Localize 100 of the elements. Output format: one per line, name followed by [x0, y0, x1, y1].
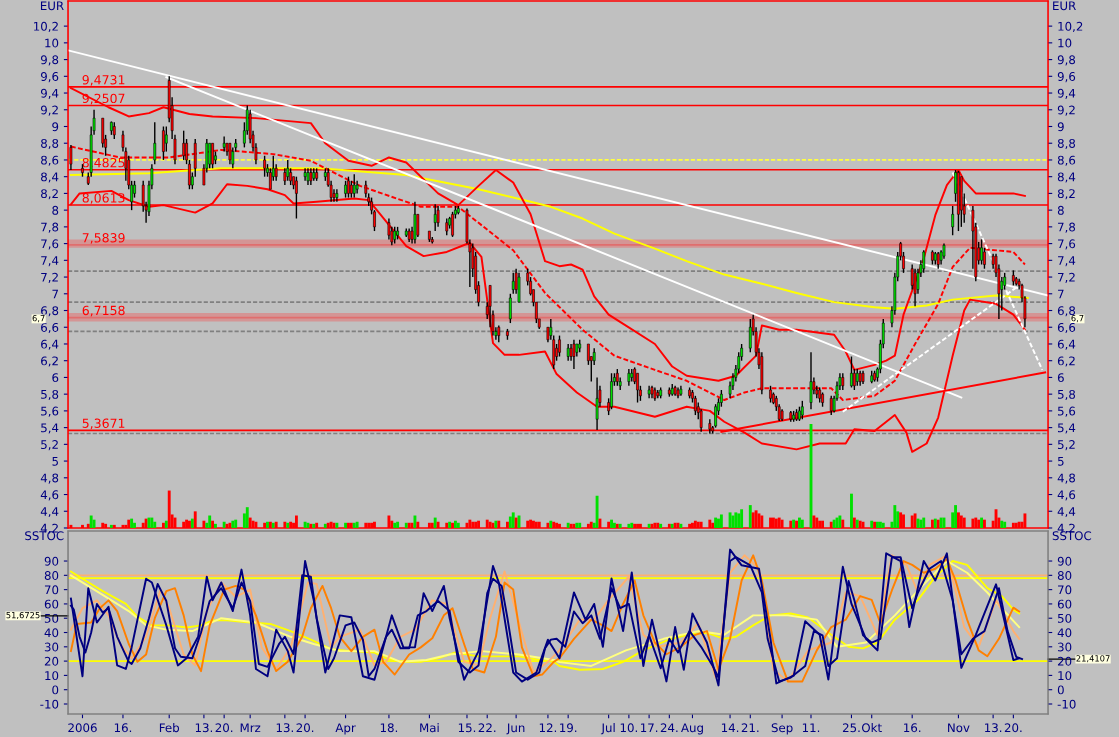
ref-line-label: 5,3671	[82, 418, 125, 430]
y2-tick-label: 10	[1058, 38, 1072, 48]
y-tick-label: 9	[52, 122, 59, 132]
y2-tick-label: 50	[1057, 613, 1072, 623]
y2-tick-label: 9,6	[1057, 72, 1076, 83]
y-tick-label: 30	[44, 642, 59, 652]
x-tick-label: 16.	[904, 723, 921, 733]
x-tick-label: Okt	[861, 723, 882, 733]
y-tick-label: 9,6	[40, 72, 59, 83]
y2-tick-label: 5,6	[1057, 406, 1076, 417]
x-tick-label: 2006	[68, 723, 97, 733]
y2-tick-label: 4,6	[1057, 490, 1076, 501]
y2-tick-label: 30	[1057, 642, 1072, 652]
y2-tick-label: 5,2	[1057, 440, 1075, 451]
y-tick-label: 7,4	[41, 256, 59, 267]
y-tick-label: 10	[45, 38, 59, 48]
x-tick-label: 13.	[276, 723, 293, 733]
text: 6,7	[1071, 314, 1084, 323]
y-tick-label: 8,4	[41, 172, 59, 183]
y-tick-label: 9,4	[40, 88, 59, 99]
x-tick-label: 25.	[842, 723, 860, 733]
y-tick-label: 60	[44, 599, 59, 609]
y-tick-label: 5,2	[41, 440, 58, 451]
x-tick-label: Jun	[506, 723, 525, 735]
y2-tick-label: 5,8	[1057, 389, 1076, 401]
x-tick-label: Mrz	[240, 723, 261, 732]
ref-line-label: 6,7158	[82, 305, 125, 317]
x-tick-label: 20.	[215, 723, 233, 733]
x-tick-label: 22.	[478, 723, 496, 732]
y2-tick-label: 7,8	[1058, 222, 1076, 233]
y-tick-label: 9,2	[40, 105, 58, 116]
y2-tick-label: 9	[1057, 122, 1064, 132]
y-tick-label: 6,2	[41, 356, 58, 367]
ref-line-label: 9,4731	[82, 75, 125, 86]
y-tick-label: 7,8	[41, 222, 59, 233]
y-tick-label: 5,8	[41, 389, 59, 401]
y-tick-label: 90	[44, 556, 59, 566]
y2-tick-label: 60	[1057, 599, 1072, 609]
x-tick-label: 20.	[1004, 723, 1022, 733]
y-tick-label: 8,2	[41, 189, 58, 200]
y2-tick-label: 6	[1057, 373, 1064, 383]
x-tick-label: 16.	[114, 723, 132, 733]
x-tick-label: 12.	[539, 723, 557, 732]
y-tick-label: 70	[44, 585, 59, 595]
y2-tick-label: 40	[1057, 628, 1072, 638]
y2-tick-label: 70	[1058, 585, 1072, 595]
y2-tick-label: 9,4	[1057, 88, 1076, 99]
y2-axis-title: EUR	[1053, 1, 1076, 11]
y2-tick-label: 9,2	[1057, 105, 1075, 116]
y-tick-label: 7	[52, 289, 58, 299]
y2-tick-label: 0	[1057, 685, 1064, 695]
y-tick-label: 80	[44, 571, 59, 580]
y-tick-label: 5,6	[41, 406, 59, 417]
y-tick-label: 5,4	[41, 423, 59, 434]
y-tick-label: 8,8	[41, 138, 59, 150]
y-tick-label: 8,6	[41, 155, 59, 166]
annotation: 51,6725	[6, 611, 40, 620]
y2-tick-label: 7,6	[1058, 239, 1076, 250]
y2-tick-label: -10	[1057, 699, 1076, 709]
y2-tick-label: 8,2	[1057, 189, 1075, 200]
y2-tick-label: 6,2	[1057, 356, 1075, 367]
y2-tick-label: 4,4	[1057, 507, 1076, 518]
text: 6,7	[32, 314, 45, 323]
y-tick-label: -10	[40, 699, 59, 709]
x-tick-label: Jul	[600, 723, 615, 735]
y-tick-label: 7,2	[41, 272, 58, 283]
y2-tick-label: 8	[1057, 205, 1064, 215]
y2-tick-label: 9,8	[1057, 55, 1076, 66]
x-tick-label: 13.	[985, 723, 1002, 733]
y2-tick-label: 10,2	[1058, 21, 1083, 32]
y2-tick-label: 10	[1058, 671, 1072, 681]
y-tick-label: 8	[52, 205, 59, 215]
y-tick-label: 10,2	[34, 21, 58, 32]
x-tick-label: 17.	[641, 723, 658, 732]
y2-tick-label: 7,4	[1058, 256, 1076, 267]
y2-tick-label: 6,8	[1057, 306, 1076, 317]
y-tick-label: 10	[45, 671, 59, 681]
x-tick-label: 24.	[660, 723, 678, 732]
y-tick-label: 6,8	[41, 306, 59, 317]
y-tick-label: 4,6	[40, 490, 59, 501]
y2-tick-label: 7	[1058, 289, 1064, 299]
x-tick-label: Mai	[420, 723, 439, 733]
y2-tick-label: 5,4	[1057, 423, 1076, 434]
y-tick-label: 50	[44, 613, 59, 623]
annotation: 21,4107	[1076, 655, 1110, 663]
y-tick-label: 9,8	[40, 55, 59, 66]
y-tick-label: 20	[44, 656, 59, 666]
y2-tick-label: 5	[1057, 456, 1064, 466]
x-tick-label: 18.	[380, 723, 398, 733]
x-tick-label: Feb	[159, 723, 180, 733]
x-tick-label: Aug	[681, 723, 703, 735]
y2-tick-label: 4,8	[1057, 473, 1076, 484]
x-tick-label: 15.	[458, 723, 476, 733]
x-tick-label: 20.	[296, 723, 314, 733]
y-tick-label: 0	[52, 685, 59, 695]
y-tick-label: 40	[44, 628, 59, 638]
y2-tick-label: 80	[1057, 571, 1072, 580]
y-tick-label: 6,4	[41, 339, 59, 350]
x-tick-label: 21.	[741, 723, 759, 732]
y2-tick-label: 90	[1057, 556, 1072, 566]
